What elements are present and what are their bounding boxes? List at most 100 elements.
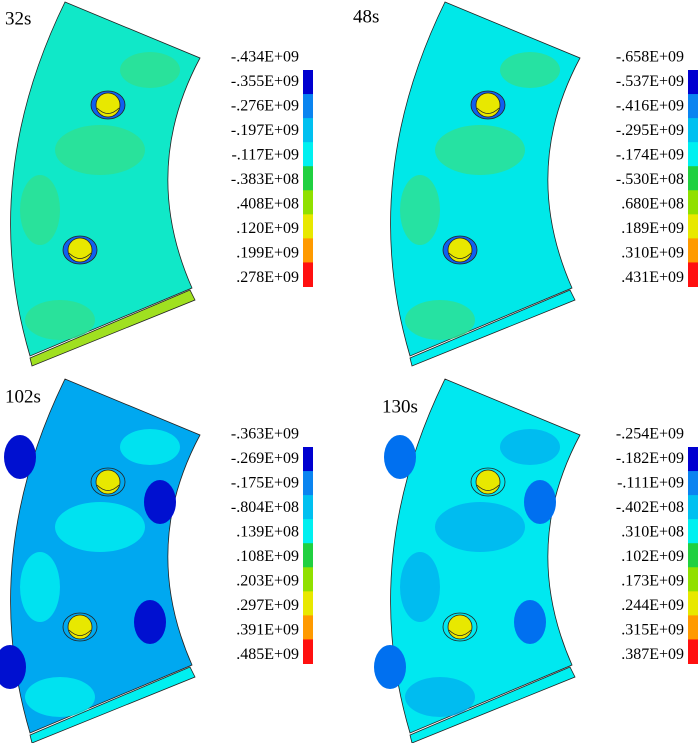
legend-label: -.530E+08 [616,171,684,188]
contour-region [384,435,416,479]
hole [95,469,121,495]
contour-region [134,600,166,644]
legend-swatch [688,471,698,496]
contour-region [55,125,145,175]
legend-swatch [688,190,698,215]
legend-swatch [303,567,313,592]
legend-label: -.537E+09 [616,73,684,90]
panel: -.254E+09 -.182E+09 -.111E+09 -.402E+08 .310… [374,378,698,743]
panel-label: 32s [5,8,31,29]
legend-swatch [688,543,698,568]
legend-swatch [303,471,313,496]
part-face [10,1,201,357]
legend-label: .189E+09 [621,220,684,237]
contour-region [374,645,406,689]
legend-label: .199E+09 [236,245,299,262]
legend-label: -.402E+08 [616,499,684,516]
part-edge [409,289,576,367]
legend-swatch [688,495,698,520]
hole [447,237,473,263]
legend-swatch [303,190,313,215]
legend-label: .173E+09 [621,573,684,590]
hole [475,92,501,118]
part-face [390,1,581,357]
legend-label: -.804E+08 [231,499,299,516]
legend-swatch [303,447,313,472]
legend-label: -.383E+08 [231,171,299,188]
legend-label: -.269E+09 [231,450,299,467]
legend-swatch [688,118,698,143]
panel: -.658E+09 -.537E+09 -.416E+09 -.295E+09 -.17… [390,1,698,367]
hole-shade [448,252,472,259]
hole [67,614,93,640]
legend-label: .391E+09 [236,622,299,639]
hole [67,237,93,263]
legend-swatch [303,495,313,520]
hole-shade [68,252,92,259]
legend-swatch [688,238,698,263]
panel-label: 102s [5,386,41,407]
legend-swatch [303,142,313,167]
contour-region [25,300,95,340]
legend-label: .278E+09 [236,269,299,286]
legend-label: -.254E+09 [616,426,684,443]
legend-label: -.295E+09 [616,122,684,139]
part-edge [29,289,196,367]
legend-label: .203E+09 [236,573,299,590]
legend-label: -.355E+09 [231,73,299,90]
legend-label: .120E+09 [236,220,299,237]
hole-shade [96,107,120,114]
hole-shade [448,629,472,636]
part-edge [409,666,576,743]
contour-region [514,600,546,644]
contour-region [405,677,475,717]
legend-label: .310E+08 [621,524,684,541]
legend-swatch [688,262,698,287]
legend-swatch [688,214,698,239]
legend-label: .315E+09 [621,622,684,639]
legend-swatch [303,519,313,544]
legend-swatch [303,70,313,95]
legend-label: -.175E+09 [231,475,299,492]
contour-region [20,175,60,245]
legend-label: .139E+08 [236,524,299,541]
contour-region [400,175,440,245]
legend-swatch [688,639,698,664]
hole [475,469,501,495]
legend-swatch [303,615,313,640]
hole-shade [476,107,500,114]
contour-region [120,52,180,88]
legend-label: .431E+09 [621,269,684,286]
panel: -.363E+09 -.269E+09 -.175E+09 -.804E+08 .139… [0,378,313,743]
legend-swatch [303,166,313,191]
legend-label: .244E+09 [621,597,684,614]
panel-label: 48s [353,6,379,27]
legend-label: .680E+08 [621,196,684,213]
hole-shade [68,629,92,636]
legend-label: .102E+09 [621,548,684,565]
panel-label: 130s [382,396,418,417]
legend-swatch [688,591,698,616]
legend-swatch [303,238,313,263]
legend-swatch [303,591,313,616]
legend-swatch [303,214,313,239]
legend-swatch [688,166,698,191]
contour-region [435,125,525,175]
legend-swatch [303,262,313,287]
contour-region [400,552,440,622]
hole-shade [476,484,500,491]
contour-region [435,502,525,552]
legend-swatch [688,447,698,472]
hole-shade [96,484,120,491]
contour-region [144,480,176,524]
legend-swatch [688,615,698,640]
legend-label: -.658E+09 [616,49,684,66]
legend-label: .297E+09 [236,597,299,614]
contour-region [500,52,560,88]
legend-label: -.363E+09 [231,426,299,443]
hole [447,614,473,640]
legend-label: -.111E+09 [617,475,684,492]
legend-label: .408E+08 [236,196,299,213]
contour-region [524,480,556,524]
